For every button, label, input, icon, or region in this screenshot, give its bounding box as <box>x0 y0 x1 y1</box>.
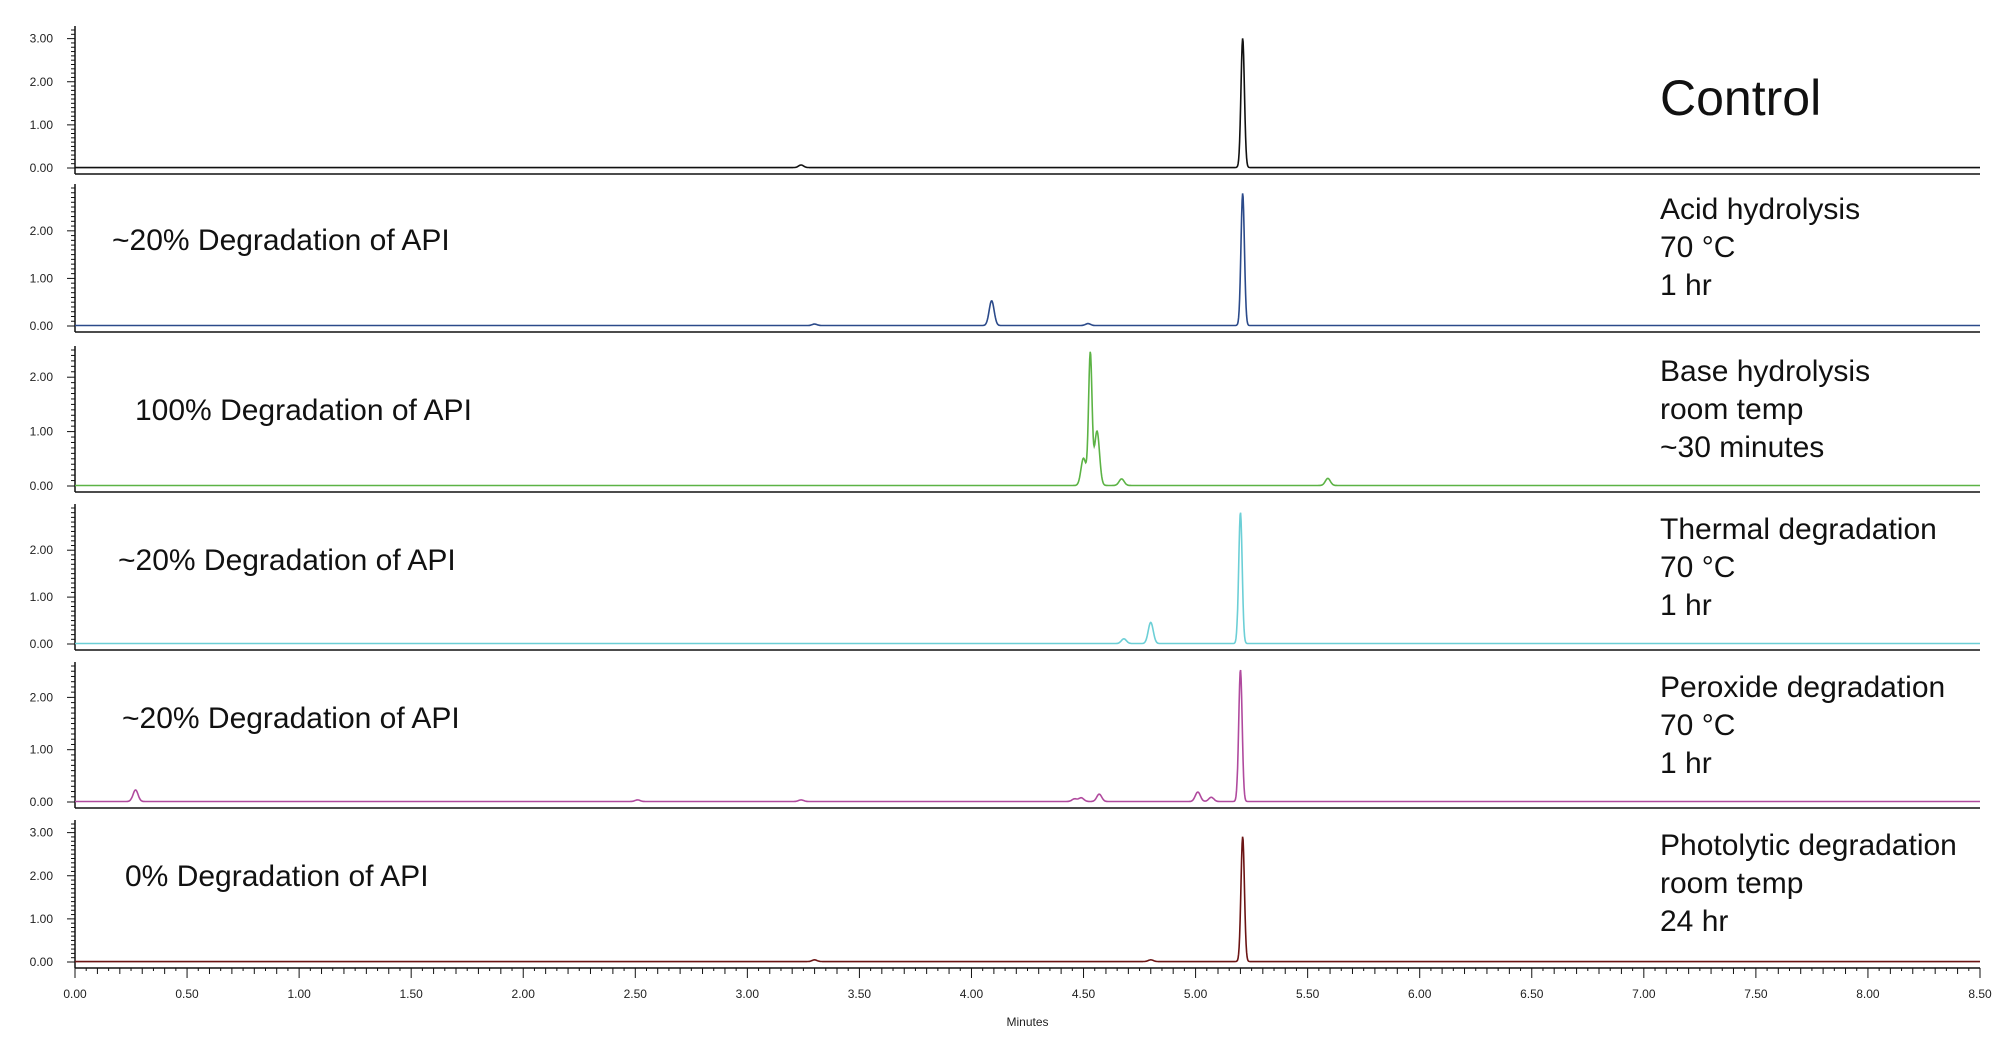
x-tick-label: 7.00 <box>1632 987 1656 1001</box>
y-tick-label: 1.00 <box>30 912 54 926</box>
panel-5: 0.00 1.00 2.00 ~20% Degradation of API Perox… <box>30 662 1980 809</box>
condition-label: room temp <box>1660 393 1803 426</box>
y-tick-label: 1.00 <box>30 118 54 132</box>
x-tick-label: 8.00 <box>1856 987 1880 1001</box>
y-tick-label: 0.00 <box>30 637 54 651</box>
condition-label: room temp <box>1660 867 1803 900</box>
y-tick-label: 2.00 <box>30 690 54 704</box>
panel-3: 0.00 1.00 2.00 100% Degradation of API Base … <box>30 346 1980 493</box>
x-tick-label: 1.00 <box>287 987 311 1001</box>
y-tick-label: 3.00 <box>30 826 54 840</box>
degradation-annotation: ~20% Degradation of API <box>122 702 460 735</box>
condition-label: Peroxide degradation <box>1660 671 1945 704</box>
x-tick-label: 1.50 <box>399 987 423 1001</box>
trace-line <box>75 193 1980 327</box>
x-tick-label: 6.00 <box>1408 987 1432 1001</box>
x-axis-label: Minutes <box>1006 1015 1048 1029</box>
condition-label: Control <box>1660 70 1821 126</box>
condition-label: ~30 minutes <box>1660 431 1824 464</box>
x-axis: 0.00 0.50 1.00 1.50 2.00 2.50 3.00 3.50 4.00 4.50… <box>63 968 1992 1001</box>
condition-label: Photolytic degradation <box>1660 829 1957 862</box>
x-tick-label: 4.50 <box>1072 987 1096 1001</box>
y-tick-label: 3.00 <box>30 32 54 46</box>
y-tick-label: 0.00 <box>30 955 54 969</box>
condition-label: Thermal degradation <box>1660 513 1937 546</box>
panel-4: 0.00 1.00 2.00 ~20% Degradation of API Therm… <box>30 504 1980 651</box>
x-tick-label: 0.00 <box>63 987 87 1001</box>
trace-line <box>75 512 1980 645</box>
condition-label: Base hydrolysis <box>1660 355 1870 388</box>
x-tick-label: 5.00 <box>1184 987 1208 1001</box>
x-tick-label: 4.00 <box>960 987 984 1001</box>
y-tick-label: 2.00 <box>30 224 54 238</box>
degradation-annotation: ~20% Degradation of API <box>112 224 450 257</box>
trace-line <box>75 836 1980 963</box>
panels-layer: 0.00 1.00 2.00 3.00 Control 0.00 1.00 2.00 ~20% … <box>30 26 1980 969</box>
y-tick-label: 1.00 <box>30 590 54 604</box>
panel-1: 0.00 1.00 2.00 3.00 Control <box>30 26 1980 175</box>
x-tick-label: 8.50 <box>1968 987 1992 1001</box>
panel-2: 0.00 1.00 2.00 ~20% Degradation of API Acid … <box>30 184 1980 333</box>
condition-label: 1 hr <box>1660 269 1712 302</box>
trace-line <box>75 38 1980 169</box>
y-tick-label: 1.00 <box>30 743 54 757</box>
x-tick-label: 3.50 <box>848 987 872 1001</box>
x-tick-label: 2.50 <box>624 987 648 1001</box>
x-tick-label: 0.50 <box>175 987 199 1001</box>
x-tick-label: 6.50 <box>1520 987 1544 1001</box>
y-tick-label: 2.00 <box>30 75 54 89</box>
y-tick-label: 1.00 <box>30 425 54 439</box>
degradation-annotation: ~20% Degradation of API <box>118 544 456 577</box>
y-tick-label: 1.00 <box>30 271 54 285</box>
degradation-annotation: 0% Degradation of API <box>125 860 429 893</box>
condition-label: Acid hydrolysis <box>1660 193 1860 226</box>
panel-6: 0.00 1.00 2.00 3.00 0% Degradation of API Pho… <box>30 820 1980 969</box>
condition-label: 70 °C <box>1660 551 1735 584</box>
condition-label: 1 hr <box>1660 589 1712 622</box>
x-tick-label: 2.00 <box>512 987 536 1001</box>
condition-label: 70 °C <box>1660 231 1735 264</box>
y-tick-label: 0.00 <box>30 161 54 175</box>
trace-line <box>75 669 1980 803</box>
degradation-annotation: 100% Degradation of API <box>135 394 472 427</box>
x-tick-label: 3.00 <box>736 987 760 1001</box>
y-tick-label: 2.00 <box>30 370 54 384</box>
x-tick-label: 5.50 <box>1296 987 1320 1001</box>
trace-line <box>75 351 1980 487</box>
y-tick-label: 0.00 <box>30 479 54 493</box>
condition-label: 1 hr <box>1660 747 1712 780</box>
y-tick-label: 0.00 <box>30 795 54 809</box>
condition-label: 70 °C <box>1660 709 1735 742</box>
y-tick-label: 2.00 <box>30 543 54 557</box>
condition-label: 24 hr <box>1660 905 1728 938</box>
y-tick-label: 0.00 <box>30 319 54 333</box>
y-tick-label: 2.00 <box>30 869 54 883</box>
x-tick-label: 7.50 <box>1744 987 1768 1001</box>
